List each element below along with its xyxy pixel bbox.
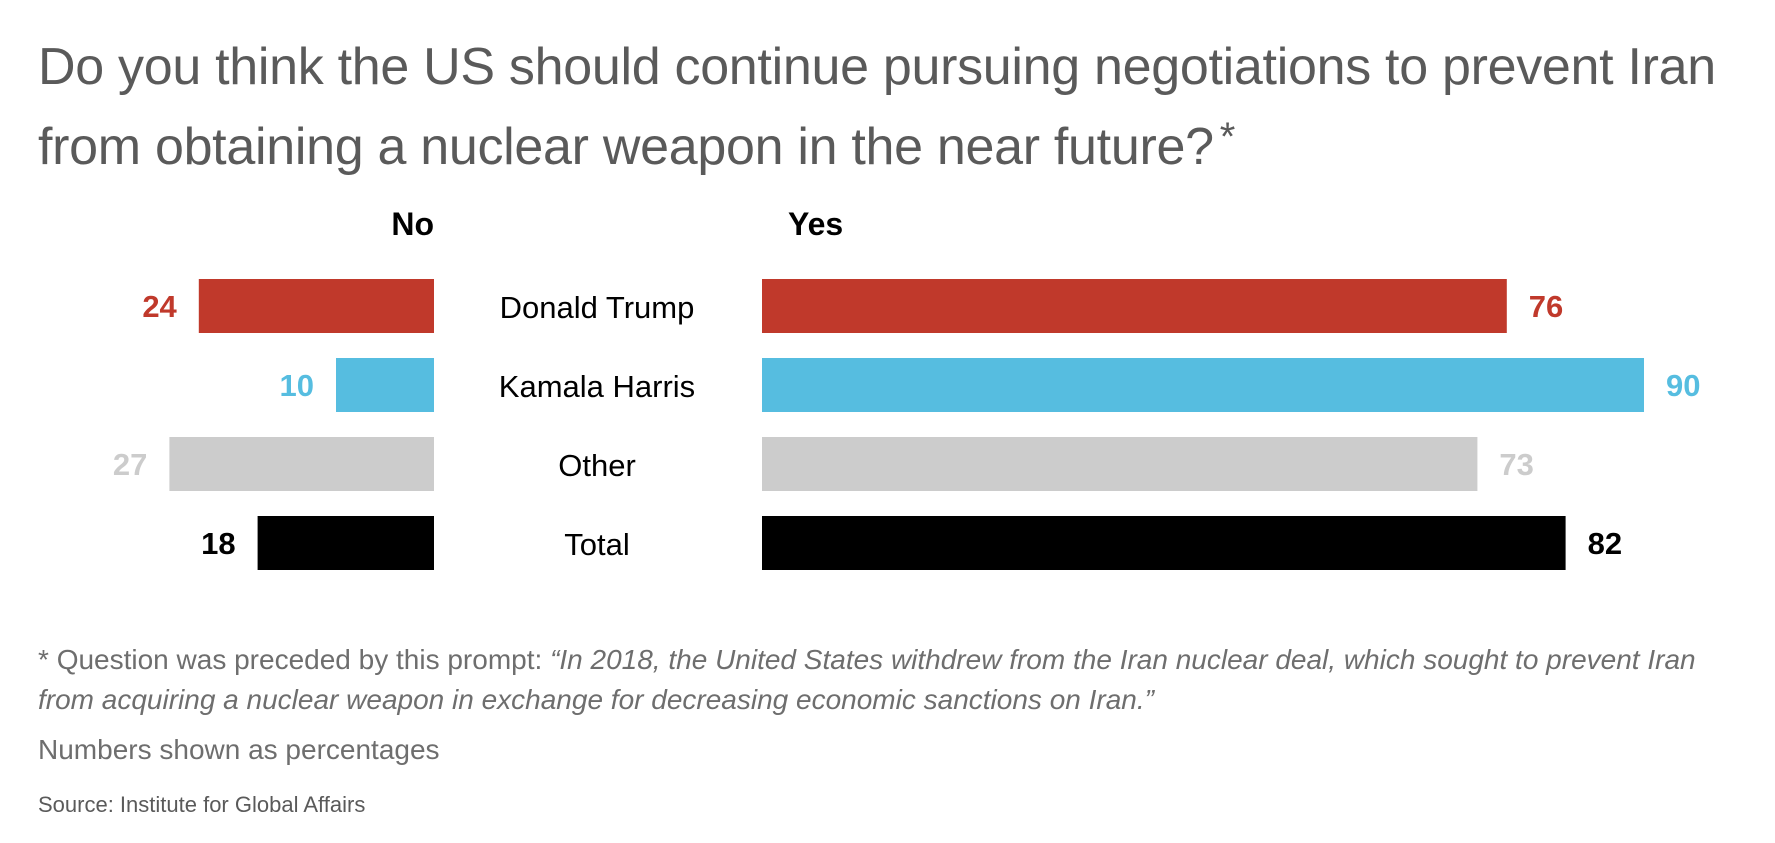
row-donald-trump: 24 Donald Trump 76 xyxy=(142,279,1563,333)
no-bar-total xyxy=(257,516,434,570)
no-value-label-donald-trump: 24 xyxy=(142,289,177,324)
column-headers: No Yes xyxy=(391,206,843,242)
yes-value-label-kamala-harris: 90 xyxy=(1666,368,1700,403)
yes-bar-other xyxy=(762,437,1478,491)
yes-value-label-other: 73 xyxy=(1499,447,1533,482)
chart-title: Do you think the US should continue purs… xyxy=(38,32,1738,182)
no-bar-other xyxy=(169,437,434,491)
units-note: Numbers shown as percentages xyxy=(38,734,440,765)
yes-value-label-donald-trump: 76 xyxy=(1529,289,1563,324)
chart-title-text: Do you think the US should continue purs… xyxy=(38,38,1716,176)
chart-rows: 24 Donald Trump 76 10 Kamala Harris 90 27 Other… xyxy=(113,279,1700,570)
category-label-total: Total xyxy=(564,527,629,562)
yes-bar-kamala-harris xyxy=(762,358,1644,412)
no-column-header: No xyxy=(391,206,434,242)
yes-bar-donald-trump xyxy=(762,279,1507,333)
category-label-other: Other xyxy=(558,448,636,483)
chart-notes: * Question was preceded by this prompt: … xyxy=(38,640,1738,820)
row-kamala-harris: 10 Kamala Harris 90 xyxy=(280,358,1700,412)
yes-value-label-total: 82 xyxy=(1588,526,1622,561)
no-value-label-other: 27 xyxy=(113,447,147,482)
category-label-kamala-harris: Kamala Harris xyxy=(499,369,695,404)
no-bar-donald-trump xyxy=(198,279,434,333)
no-bar-kamala-harris xyxy=(336,358,434,412)
title-footnote-marker: * xyxy=(1219,115,1236,159)
footnote: * Question was preceded by this prompt: … xyxy=(38,640,1738,720)
no-value-label-total: 18 xyxy=(201,526,235,561)
footnote-lead: Question was preceded by this prompt: xyxy=(56,644,543,675)
no-value-label-kamala-harris: 10 xyxy=(280,368,314,403)
source-note: Source: Institute for Global Affairs xyxy=(38,792,366,817)
row-other: 27 Other 73 xyxy=(113,437,1534,491)
footnote-prompt: “In 2018, the United States withdrew fro… xyxy=(38,644,1696,715)
footnote-marker: * xyxy=(38,644,49,675)
yes-column-header: Yes xyxy=(788,206,843,242)
row-total: 18 Total 82 xyxy=(201,516,1622,570)
category-label-donald-trump: Donald Trump xyxy=(500,290,695,325)
diverging-bar-chart: No Yes 24 Donald Trump 76 10 Kamala Harris 90… xyxy=(113,206,1700,570)
yes-bar-total xyxy=(762,516,1566,570)
